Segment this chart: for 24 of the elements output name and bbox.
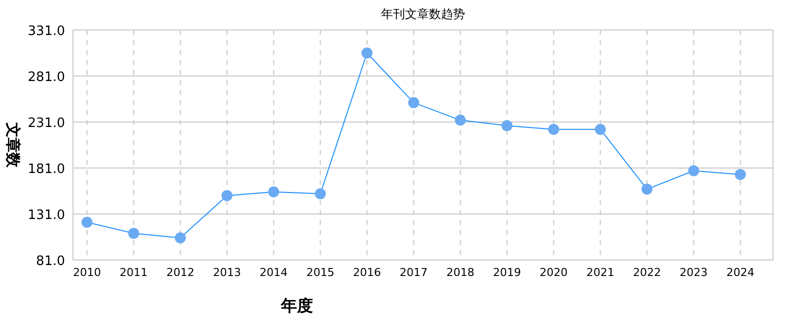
x-tick-label: 2015 bbox=[306, 266, 334, 279]
chart-title: 年刊文章数趋势 bbox=[381, 7, 465, 21]
x-tick-label: 2012 bbox=[166, 266, 194, 279]
x-tick-label: 2014 bbox=[260, 266, 288, 279]
x-tick-label: 2023 bbox=[680, 266, 708, 279]
x-tick-label: 2013 bbox=[213, 266, 241, 279]
y-tick-label: 81.0 bbox=[36, 254, 65, 269]
y-tick-label: 131.0 bbox=[28, 208, 65, 223]
x-tick-label: 2019 bbox=[493, 266, 521, 279]
y-tick-label: 181.0 bbox=[28, 162, 65, 177]
y-axis-title: 文章数 bbox=[4, 122, 22, 168]
x-tick-label: 2020 bbox=[540, 266, 568, 279]
y-tick-label: 231.0 bbox=[28, 116, 65, 131]
x-tick-label: 2018 bbox=[446, 266, 474, 279]
y-tick-label: 281.0 bbox=[28, 70, 65, 85]
x-tick-label: 2022 bbox=[633, 266, 661, 279]
x-tick-label: 2017 bbox=[400, 266, 428, 279]
x-tick-label: 2021 bbox=[586, 266, 614, 279]
x-tick-label: 2011 bbox=[120, 266, 148, 279]
x-axis-title: 年度 bbox=[280, 296, 313, 315]
y-tick-label: 331.0 bbox=[28, 24, 65, 39]
x-tick-label: 2016 bbox=[353, 266, 381, 279]
x-tick-label: 2024 bbox=[726, 266, 754, 279]
x-tick-label: 2010 bbox=[73, 266, 101, 279]
